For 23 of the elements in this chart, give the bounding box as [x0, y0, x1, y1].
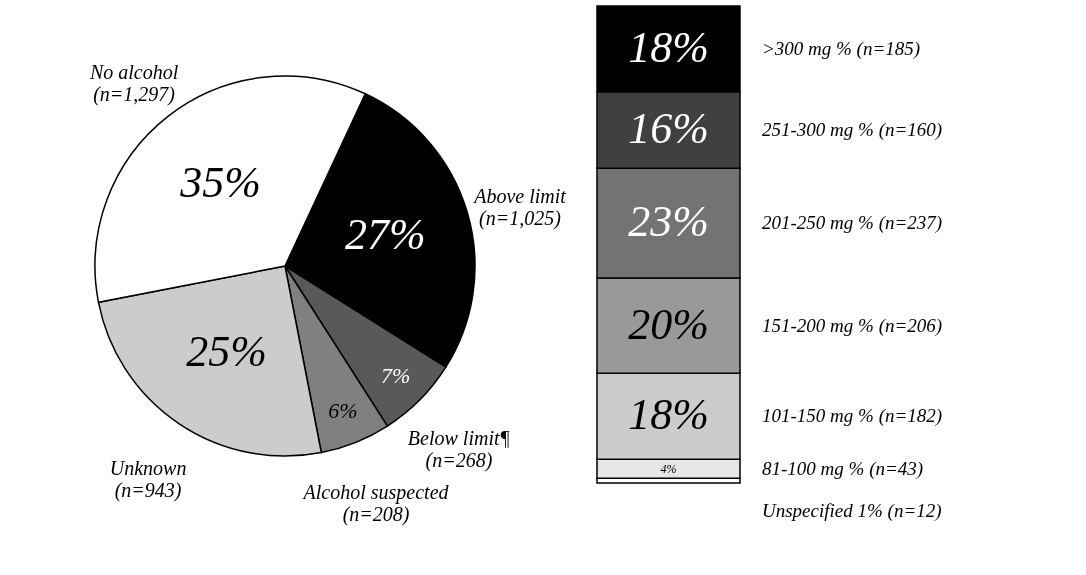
slice-label: Alcohol suspected (n=208)	[301, 481, 450, 527]
data-label: 4%	[660, 461, 677, 476]
series-label: >300 mg % (n=185)	[762, 37, 921, 60]
data-label: 20%	[628, 299, 709, 349]
series-label: 201-250 mg % (n=237)	[762, 212, 943, 235]
series-label: 251-300 mg % (n=160)	[762, 119, 943, 142]
series-label: Unspecified 1% (n=12)	[762, 499, 942, 522]
slice-label: No alcohol (n=1,297)	[88, 60, 179, 106]
data-label: 35%	[179, 157, 261, 207]
data-label: 16%	[628, 104, 709, 154]
data-label: 25%	[186, 326, 267, 376]
slice-label: Above limit (n=1,025)	[472, 184, 567, 230]
data-label: 7%	[380, 362, 411, 388]
data-label: 23%	[628, 197, 709, 247]
series-label: 101-150 mg % (n=182)	[762, 405, 943, 428]
data-label: 18%	[628, 22, 709, 72]
data-label: 18%	[628, 390, 709, 440]
slice-label: Unknown (n=943)	[109, 457, 187, 503]
series-label: 81-100 mg % (n=43)	[762, 457, 924, 480]
series-label: 151-200 mg % (n=206)	[762, 314, 943, 337]
data-label: 27%	[344, 210, 426, 260]
data-label: 6%	[328, 397, 358, 423]
slice-label: Below limit¶ (n=268)	[407, 426, 510, 472]
